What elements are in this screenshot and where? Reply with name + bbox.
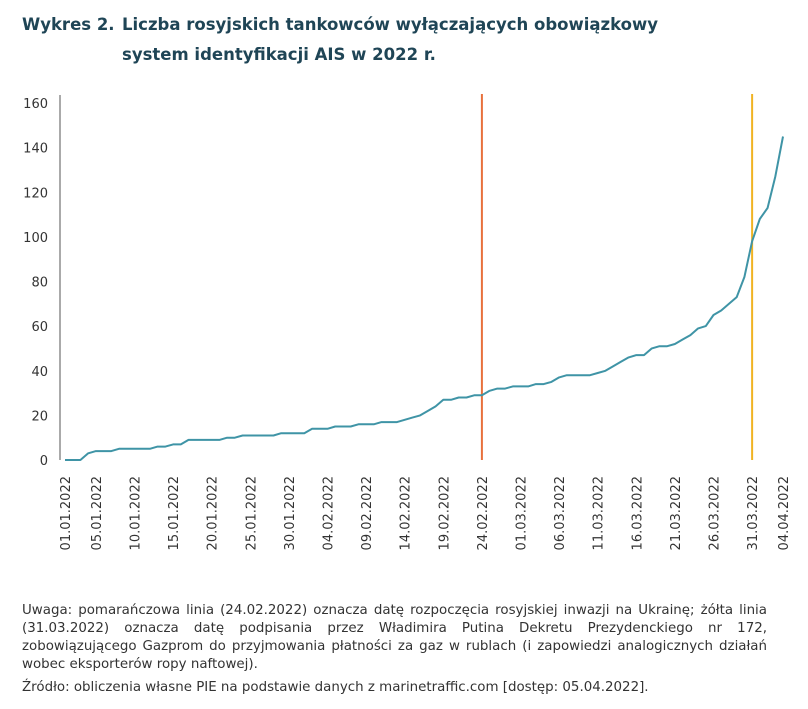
x-tick-label: 16.03.2022 <box>630 476 645 550</box>
data-line <box>65 136 784 461</box>
y-tick-label: 0 <box>40 454 48 469</box>
x-tick-label: 01.01.2022 <box>59 476 74 550</box>
y-tick-label: 140 <box>23 142 48 157</box>
x-tick-label: 11.03.2022 <box>592 476 607 550</box>
x-tick-label: 25.01.2022 <box>244 476 259 550</box>
chart: 0 20 40 60 80 100 120 140 160 01.01.2022 05.01.202… <box>23 94 792 550</box>
y-tick-label: 60 <box>31 320 48 335</box>
note: Uwaga: pomarańczowa linia (24.02.2022) o… <box>22 603 767 672</box>
chart-title: Liczba rosyjskich tankowców wyłączającyc… <box>122 15 659 64</box>
x-tick-label: 04.02.2022 <box>321 476 336 550</box>
notes: Uwaga: pomarańczowa linia (24.02.2022) o… <box>22 602 767 702</box>
y-tick-label: 100 <box>23 231 48 246</box>
y-tick-label: 120 <box>23 186 48 201</box>
x-tick-label: 20.01.2022 <box>206 476 221 550</box>
x-tick-label: 06.03.2022 <box>553 476 568 550</box>
y-tick-label: 20 <box>31 409 48 424</box>
y-tick-label: 80 <box>31 276 48 291</box>
x-tick-label: 24.02.2022 <box>476 476 491 550</box>
x-tick-label: 31.03.2022 <box>746 476 761 550</box>
x-tick-label: 05.01.2022 <box>90 476 105 550</box>
chart-label: Wykres 2. <box>22 15 115 34</box>
x-tick-label: 21.03.2022 <box>669 476 684 550</box>
x-tick-label: 26.03.2022 <box>708 476 723 550</box>
y-tick-label: 160 <box>23 97 48 112</box>
x-tick-label: 15.01.2022 <box>167 476 182 550</box>
title-block: Wykres 2. Liczba rosyjskich tankowców wy… <box>22 10 782 70</box>
source: Źródło: obliczenia własne PIE na podstaw… <box>22 680 649 695</box>
x-tick-label: 09.02.2022 <box>360 476 375 550</box>
x-tick-label: 30.01.2022 <box>283 476 298 550</box>
x-tick-label: 14.02.2022 <box>399 476 414 550</box>
x-tick-label: 19.02.2022 <box>437 476 452 550</box>
y-tick-label: 40 <box>31 365 48 380</box>
x-tick-label: 04.04.2022 <box>777 476 792 550</box>
x-tick-label: 01.03.2022 <box>515 476 530 550</box>
x-tick-label: 10.01.2022 <box>128 476 143 550</box>
